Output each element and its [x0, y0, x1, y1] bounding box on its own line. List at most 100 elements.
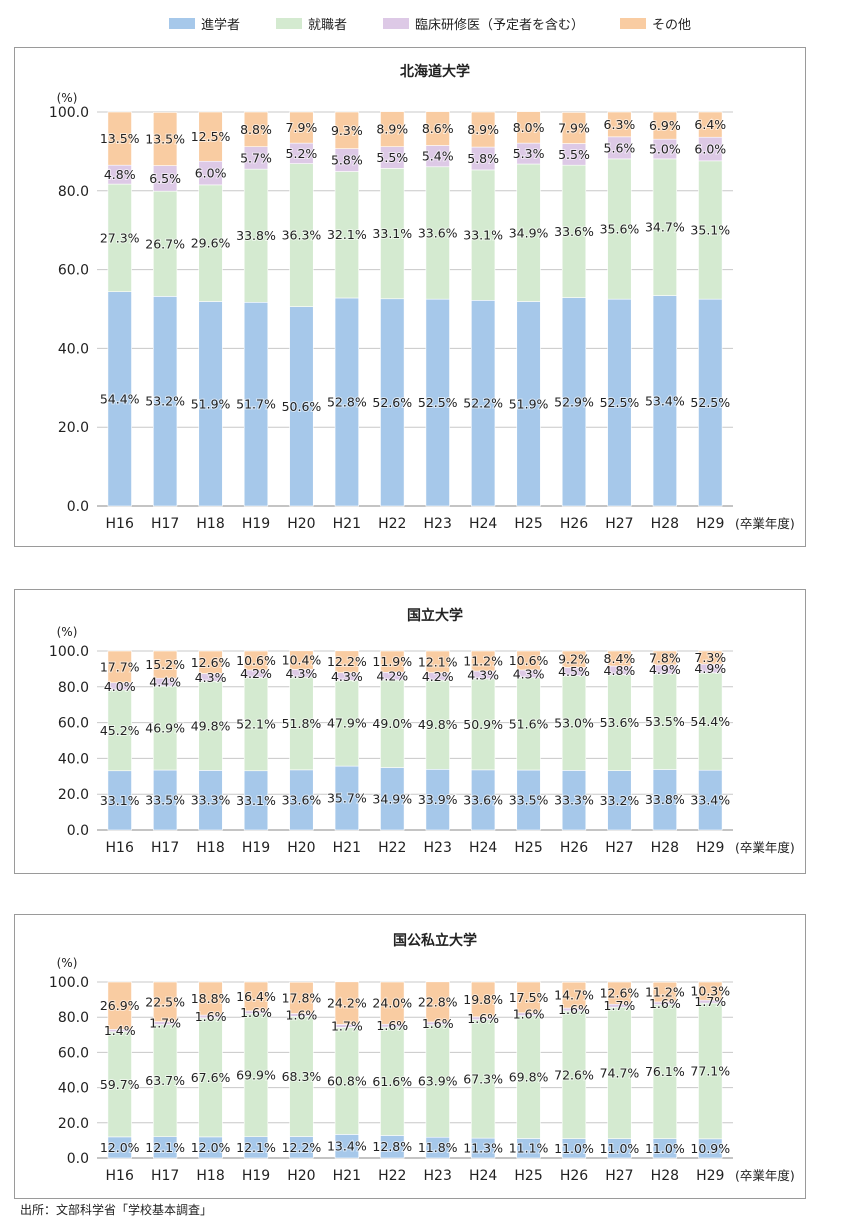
- y-axis-label: (%): [57, 625, 78, 639]
- data-label-sonota: 6.9%: [649, 118, 681, 133]
- data-label-rinsho: 4.2%: [422, 669, 454, 684]
- data-label-shingaku: 33.6%: [463, 792, 503, 807]
- data-label-rinsho: 1.6%: [240, 1005, 272, 1020]
- data-label-rinsho: 5.5%: [376, 150, 408, 165]
- y-tick-label: 80.0: [58, 680, 89, 696]
- x-tick-label: H27: [605, 516, 633, 532]
- x-tick-label: H28: [651, 516, 679, 532]
- chart-panel-kokuritsu: 国立大学 (%) 0.0 20.0 40.0 60.0 80.0 100.0 33.1% 45.2…: [14, 589, 806, 874]
- data-label-shushoku: 68.3%: [282, 1069, 322, 1084]
- data-label-rinsho: 4.5%: [558, 664, 590, 679]
- bar-sonota: [698, 111, 723, 138]
- data-label-shushoku: 32.1%: [327, 227, 367, 242]
- data-label-shingaku: 51.9%: [509, 396, 549, 411]
- data-label-shingaku: 33.9%: [418, 792, 458, 807]
- y-tick-label: 0.0: [67, 1151, 89, 1167]
- bar-sonota: [380, 111, 405, 147]
- x-tick-label: H17: [151, 840, 179, 856]
- x-tick-label: H24: [469, 840, 497, 856]
- bar-sonota: [243, 650, 269, 671]
- data-label-shushoku: 33.6%: [418, 225, 458, 240]
- x-tick-label: H23: [424, 840, 452, 856]
- data-label-shingaku: 13.4%: [327, 1139, 367, 1154]
- bar-sonota: [561, 650, 587, 668]
- data-label-shingaku: 33.4%: [690, 793, 730, 808]
- bar-sonota: [289, 650, 314, 670]
- x-tick-label: H18: [196, 1168, 224, 1184]
- bar-sonota: [107, 981, 132, 1030]
- data-label-sonota: 24.0%: [372, 996, 412, 1011]
- data-label-shushoku: 34.7%: [645, 220, 685, 235]
- data-label-rinsho: 4.2%: [240, 666, 272, 681]
- y-tick-label: 80.0: [58, 1010, 89, 1026]
- data-label-rinsho: 1.7%: [149, 1016, 181, 1031]
- legend-label-shushoku: 就職者: [307, 17, 347, 33]
- data-label-sonota: 10.3%: [690, 984, 730, 999]
- data-label-shushoku: 69.9%: [236, 1068, 276, 1083]
- data-label-shushoku: 60.8%: [327, 1073, 367, 1088]
- data-label-shushoku: 63.9%: [418, 1074, 458, 1089]
- y-tick-label: 40.0: [58, 1081, 89, 1097]
- data-label-sonota: 26.9%: [100, 998, 140, 1013]
- data-label-shingaku: 10.9%: [690, 1141, 730, 1156]
- data-label-sonota: 18.8%: [191, 991, 231, 1006]
- bar-sonota: [334, 981, 359, 1025]
- data-label-shingaku: 33.1%: [100, 793, 140, 808]
- data-label-rinsho: 5.8%: [331, 153, 363, 168]
- x-tick-label: H20: [287, 840, 315, 856]
- data-label-shushoku: 76.1%: [645, 1064, 685, 1079]
- data-label-shushoku: 33.1%: [463, 228, 503, 243]
- data-label-rinsho: 5.6%: [604, 140, 636, 155]
- data-label-shushoku: 29.6%: [191, 236, 231, 251]
- chart-title: 国立大学: [407, 607, 463, 624]
- x-tick-label: H20: [287, 516, 315, 532]
- data-label-rinsho: 5.5%: [558, 147, 590, 162]
- bar-sonota: [289, 981, 314, 1014]
- bar-sonota: [516, 650, 541, 671]
- data-label-shushoku: 61.6%: [372, 1074, 412, 1089]
- data-label-sonota: 8.9%: [376, 122, 408, 137]
- x-tick-label: H25: [514, 1168, 542, 1184]
- data-label-shingaku: 11.3%: [463, 1141, 503, 1156]
- data-label-rinsho: 6.5%: [149, 171, 181, 186]
- data-label-sonota: 9.3%: [331, 123, 363, 138]
- data-label-shushoku: 35.1%: [690, 223, 730, 238]
- data-label-shingaku: 12.1%: [145, 1140, 185, 1155]
- bar-sonota: [198, 981, 223, 1016]
- data-label-rinsho: 6.0%: [694, 142, 726, 157]
- x-tick-label: H24: [469, 1168, 497, 1184]
- data-label-rinsho: 4.8%: [104, 167, 136, 182]
- data-label-rinsho: 5.8%: [467, 151, 499, 166]
- data-label-shingaku: 53.2%: [145, 394, 185, 409]
- data-label-sonota: 22.5%: [145, 994, 185, 1009]
- x-tick-label: H29: [696, 516, 724, 532]
- data-label-rinsho: 5.0%: [649, 142, 681, 157]
- data-label-shingaku: 11.8%: [418, 1140, 458, 1155]
- data-label-shushoku: 46.9%: [145, 721, 185, 736]
- data-label-shushoku: 34.9%: [509, 225, 549, 240]
- bar-sonota: [471, 650, 496, 672]
- bar-sonota: [107, 650, 132, 683]
- y-tick-label: 0.0: [67, 499, 89, 515]
- data-label-shingaku: 12.0%: [100, 1140, 140, 1155]
- data-label-rinsho: 1.6%: [422, 1016, 454, 1031]
- data-label-shingaku: 34.9%: [372, 791, 412, 806]
- data-label-shingaku: 52.5%: [418, 395, 458, 410]
- x-tick-label: H22: [378, 1168, 406, 1184]
- data-label-shingaku: 12.0%: [191, 1140, 231, 1155]
- bar-sonota: [243, 111, 269, 147]
- bar-sonota: [471, 981, 496, 1018]
- data-label-shingaku: 33.3%: [191, 793, 231, 808]
- y-tick-label: 100.0: [49, 975, 89, 991]
- data-label-shushoku: 49.8%: [191, 718, 231, 733]
- data-label-sonota: 13.5%: [145, 131, 185, 146]
- legend-swatch-rinsho: [383, 17, 409, 29]
- x-tick-label: H23: [424, 1168, 452, 1184]
- y-tick-label: 0.0: [67, 823, 89, 839]
- data-label-shushoku: 52.1%: [236, 717, 276, 732]
- x-tick-label: H17: [151, 1168, 179, 1184]
- data-label-sonota: 17.5%: [509, 990, 549, 1005]
- bar-sonota: [698, 650, 723, 665]
- x-tick-label: H26: [560, 840, 588, 856]
- y-tick-label: 40.0: [58, 341, 89, 357]
